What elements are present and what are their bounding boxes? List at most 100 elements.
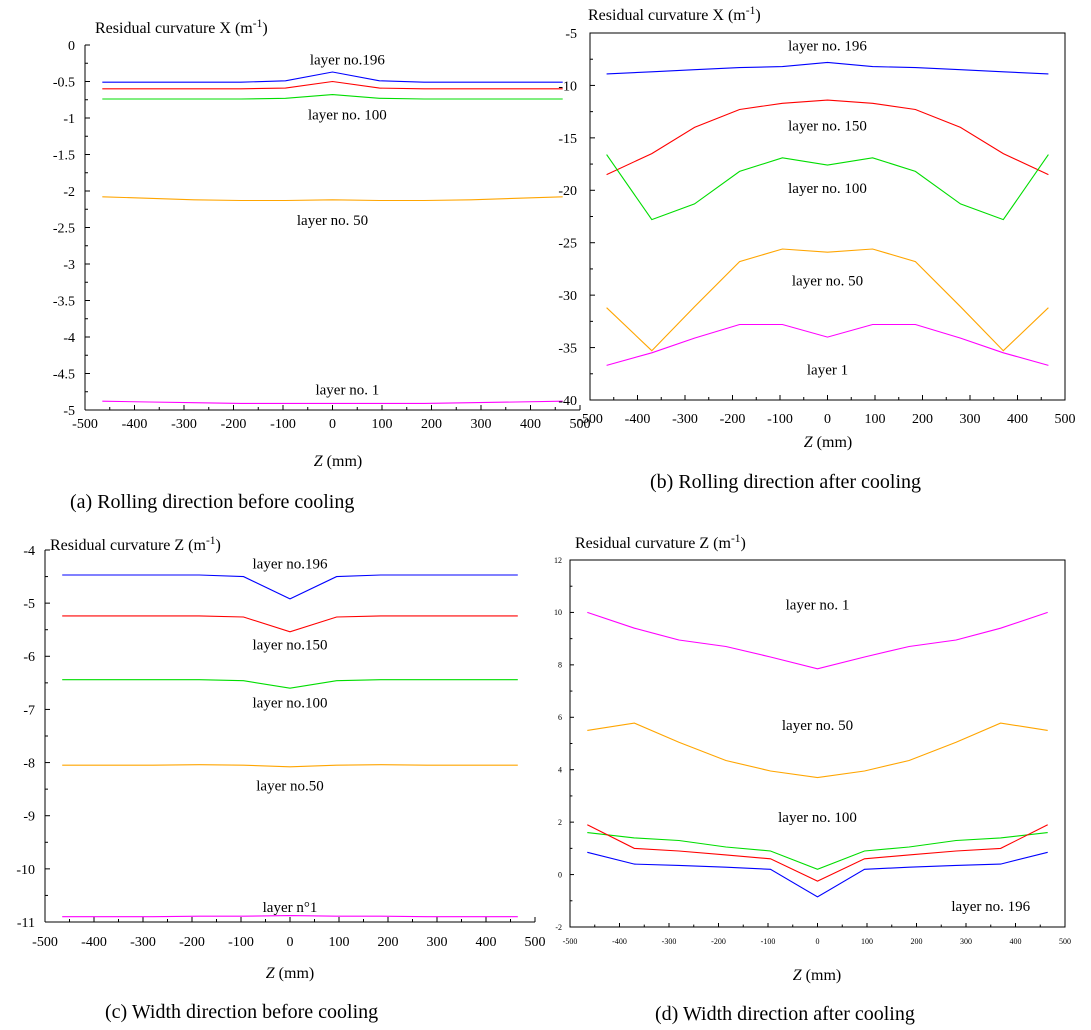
x-tick-label: 0	[824, 412, 831, 427]
x-axis-title-unit: (mm)	[323, 453, 363, 470]
x-tick-label: -200	[179, 935, 205, 950]
y-axis-title: Residual curvature X (m-1)	[588, 5, 761, 24]
y-tick-label: -2.5	[53, 221, 75, 236]
y-axis-title-close: )	[755, 7, 760, 24]
x-tick-label: 400	[520, 417, 541, 432]
x-tick-label: 400	[1010, 937, 1022, 946]
series-line-4	[606, 323, 1049, 366]
y-tick-label: 8	[558, 661, 562, 670]
x-tick-label: 0	[287, 935, 294, 950]
series-annotation: layer no.196	[310, 53, 385, 69]
x-axis-title-variable: Z	[804, 434, 814, 451]
y-tick-label: -9	[23, 810, 35, 825]
x-tick-label: 500	[1059, 937, 1071, 946]
x-tick-label: -100	[228, 935, 254, 950]
y-tick-label: -1	[63, 112, 75, 127]
y-axis-title-close: )	[741, 535, 746, 552]
y-tick-label: -3	[63, 258, 75, 273]
panel-caption: (d) Width direction after cooling	[655, 1003, 915, 1025]
y-tick-label: -5	[63, 404, 75, 419]
y-axis-title-text: Residual curvature X (m	[588, 7, 746, 24]
y-tick-label: -20	[558, 184, 577, 199]
series-line-2	[587, 832, 1048, 870]
y-tick-label: 2	[558, 818, 562, 827]
y-tick-label: -8	[23, 756, 35, 771]
x-tick-label: 300	[960, 937, 972, 946]
series-line-2	[102, 94, 563, 100]
y-axis-title-text: Residual curvature Z (m	[575, 535, 732, 552]
x-axis-title-unit: (mm)	[802, 967, 842, 984]
series-annotation: layer no. 196	[788, 39, 867, 55]
series-annotation: layer no.100	[253, 696, 328, 712]
x-tick-label: -400	[122, 417, 148, 432]
y-tick-label: -7	[23, 703, 35, 718]
x-tick-label: -300	[662, 937, 677, 946]
x-tick-label: 100	[329, 935, 350, 950]
y-tick-label: -5	[23, 597, 35, 612]
x-axis-title-variable: Z	[266, 965, 276, 982]
series-annotation: layer no. 100	[308, 107, 387, 123]
series-line-3	[102, 196, 563, 202]
chart-panel-2: -4 -5 -6 -7 -8 -9 -10 -11 -500 -400 -300 -200 -100 0 1…	[16, 535, 545, 1023]
y-axis-title-text: Residual curvature X (m	[95, 20, 253, 37]
y-tick-label: -10	[16, 863, 35, 878]
series-annotation: layer no. 100	[778, 810, 857, 826]
x-axis-title: Z (mm)	[314, 453, 362, 470]
series-line-4	[102, 400, 563, 404]
x-axis-title-variable: Z	[314, 453, 324, 470]
x-tick-label: 300	[471, 417, 492, 432]
y-tick-label: -4.5	[53, 367, 75, 382]
x-tick-label: 300	[427, 935, 448, 950]
series-annotation: layer no.150	[253, 638, 328, 654]
y-tick-label: -11	[17, 916, 35, 931]
x-tick-label: -400	[81, 935, 107, 950]
panel-caption: (b) Rolling direction after cooling	[650, 471, 921, 493]
y-axis-title-superscript: -1	[746, 5, 756, 17]
x-tick-label: 500	[525, 935, 546, 950]
x-tick-label: -500	[32, 935, 58, 950]
x-axis-title-unit: (mm)	[813, 434, 853, 451]
y-tick-label: -25	[558, 237, 577, 252]
series-line-1	[102, 80, 563, 90]
y-tick-label: 10	[554, 608, 562, 617]
y-tick-label: 0	[68, 39, 75, 54]
x-tick-label: -200	[221, 417, 247, 432]
x-tick-label: -500	[577, 412, 603, 427]
series-line-1	[587, 722, 1048, 779]
y-tick-label: -30	[558, 289, 577, 304]
x-tick-label: -500	[563, 937, 578, 946]
x-tick-label: 400	[1007, 412, 1028, 427]
y-tick-label: -40	[558, 394, 577, 409]
x-tick-label: 200	[421, 417, 442, 432]
y-tick-label: -3.5	[53, 294, 75, 309]
series-line-0	[62, 574, 518, 600]
y-tick-label: 12	[554, 556, 562, 565]
x-tick-label: -100	[761, 937, 776, 946]
y-tick-label: -4	[63, 331, 75, 346]
series-line-1	[62, 615, 518, 633]
series-line-3	[606, 248, 1049, 352]
series-annotation: layer no. 1	[315, 383, 379, 399]
x-tick-label: -400	[612, 937, 627, 946]
series-annotation: layer no. 196	[951, 899, 1030, 915]
y-axis-title: Residual curvature X (m-1)	[95, 18, 268, 37]
y-axis-title-superscript: -1	[731, 533, 741, 545]
y-axis-title-close: )	[216, 537, 221, 554]
x-tick-label: 200	[378, 935, 399, 950]
series-line-4	[587, 851, 1048, 898]
x-tick-label: 200	[911, 937, 923, 946]
x-tick-label: 200	[912, 412, 933, 427]
panel-caption: (a) Rolling direction before cooling	[70, 491, 354, 513]
y-tick-label: 4	[558, 766, 562, 775]
x-tick-label: 100	[865, 412, 886, 427]
series-annotation: layer no. 1	[786, 598, 850, 614]
x-tick-label: 0	[816, 937, 820, 946]
series-annotation: layer no. 50	[792, 273, 863, 289]
x-tick-label: -500	[72, 417, 98, 432]
series-line-4	[62, 915, 518, 918]
y-tick-label: 0	[558, 870, 562, 879]
y-tick-label: 6	[558, 713, 562, 722]
chart-panel-1: -5-10-15-20-25-30-35-40-500 -400 -300 -200-…	[558, 5, 1075, 493]
y-tick-label: -10	[558, 79, 577, 94]
